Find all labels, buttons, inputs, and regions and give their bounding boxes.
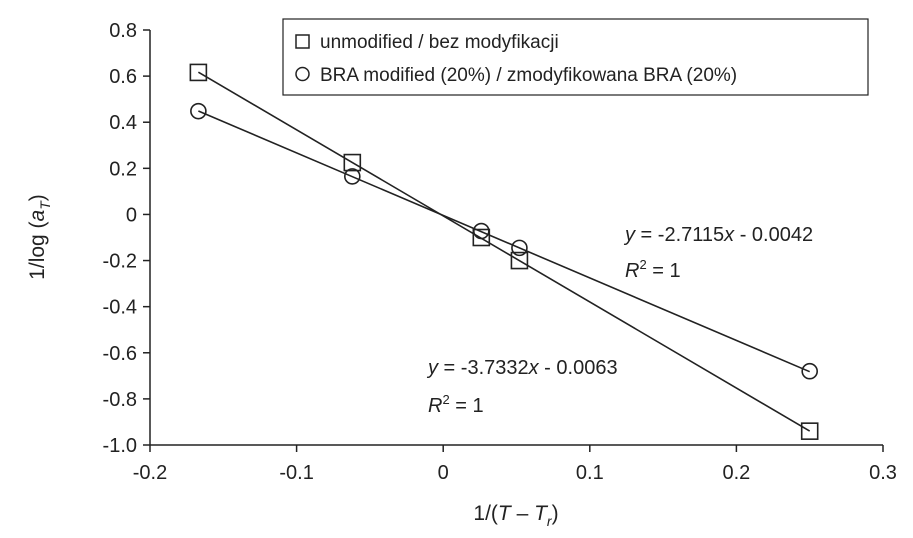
- data-point-unmodified: [472, 228, 491, 247]
- y-label-var: a: [26, 210, 49, 222]
- y-tick-label: -0.4: [103, 297, 137, 319]
- x-label-minus: –: [511, 502, 534, 525]
- data-point-bra-modified: [344, 168, 361, 185]
- data-point-bra-modified: [190, 102, 207, 120]
- y-ticks: 0.8 0.6 0.4 0.2 0 -0.2 -0.4 -0.6 -0.8 -1.0: [103, 20, 150, 457]
- legend-circle-icon: [295, 66, 310, 82]
- x-tick-label: 0.2: [722, 462, 750, 484]
- fit-line-unmodified: [197, 71, 811, 432]
- x-tick-label: 0: [438, 462, 449, 484]
- eq-unmod-y: y: [426, 357, 439, 379]
- r2-unmod-r: R: [428, 395, 442, 417]
- y-tick-label: 0.8: [109, 20, 137, 42]
- y-tick-label: 0.6: [109, 66, 137, 88]
- legend-box: [282, 18, 869, 96]
- legend: unmodified / bez modyfikacji BRA modifie…: [282, 18, 869, 96]
- y-tick-label: 0: [126, 204, 137, 226]
- x-tick-label: -0.2: [133, 462, 167, 484]
- y-label-suffix: ): [26, 194, 49, 201]
- x-label-suffix: ): [552, 502, 559, 525]
- data-point-unmodified: [510, 251, 529, 270]
- data-point-unmodified: [343, 153, 362, 172]
- y-tick-label: 0.2: [109, 158, 137, 180]
- x-axis-label: 1/(T – Tr): [473, 502, 558, 529]
- r2-unmod-sup: 2: [442, 392, 449, 407]
- x-label-var2: T: [534, 502, 549, 525]
- y-label-sub: T: [37, 200, 53, 210]
- x-tick-label: 0.1: [576, 462, 604, 484]
- data-point-bra-modified: [473, 222, 490, 240]
- r2-bra-modified: R2 = 1: [625, 257, 681, 282]
- x-tick-label: -0.1: [279, 462, 313, 484]
- y-tick-label: -1.0: [103, 435, 137, 457]
- fit-line-bra-modified: [198, 110, 811, 373]
- legend-square-icon: [295, 34, 310, 49]
- x-tick-label: 0.3: [869, 462, 897, 484]
- legend-label-bra-modified: BRA modified (20%) / zmodyfikowana BRA (…: [320, 65, 737, 86]
- eq-unmod-x: x: [528, 357, 540, 379]
- r2-bra-r: R: [625, 260, 639, 282]
- eq-bra-y: y: [623, 224, 636, 246]
- y-tick-label: -0.2: [103, 251, 137, 273]
- eq-bra-rest: = -2.7115: [635, 224, 724, 246]
- eq-bra-tail: - 0.0042: [734, 224, 813, 246]
- legend-label-unmodified: unmodified / bez modyfikacji: [320, 32, 559, 53]
- x-ticks: -0.2 -0.1 0 0.1 0.2 0.3: [133, 445, 897, 484]
- y-label-prefix: 1/log (: [26, 221, 49, 279]
- data-point-bra-modified: [511, 239, 528, 257]
- y-tick-label: -0.8: [103, 389, 137, 411]
- r2-bra-sup: 2: [639, 257, 646, 272]
- data-point-bra-modified: [801, 362, 819, 380]
- equation-bra-modified: y = -2.7115x - 0.0042: [623, 224, 813, 246]
- y-axis-label: 1/log (aT): [26, 194, 53, 280]
- data-markers: [189, 63, 819, 440]
- x-label-prefix: 1/(: [473, 502, 498, 525]
- eq-bra-x: x: [723, 224, 735, 246]
- data-point-unmodified: [800, 422, 819, 440]
- equation-unmodified: y = -3.7332x - 0.0063: [426, 357, 618, 379]
- y-tick-label: -0.6: [103, 343, 137, 365]
- r2-bra-rest: = 1: [647, 260, 681, 282]
- fit-lines: [197, 71, 811, 432]
- eq-unmod-tail: - 0.0063: [539, 357, 618, 379]
- r2-unmodified: R2 = 1: [428, 392, 484, 417]
- data-point-unmodified: [189, 63, 208, 82]
- y-tick-label: 0.4: [109, 112, 137, 134]
- x-label-sub: r: [547, 513, 553, 529]
- x-label-var: T: [498, 502, 513, 525]
- eq-unmod-rest: = -3.7332: [438, 357, 529, 379]
- r2-unmod-rest: = 1: [450, 395, 484, 417]
